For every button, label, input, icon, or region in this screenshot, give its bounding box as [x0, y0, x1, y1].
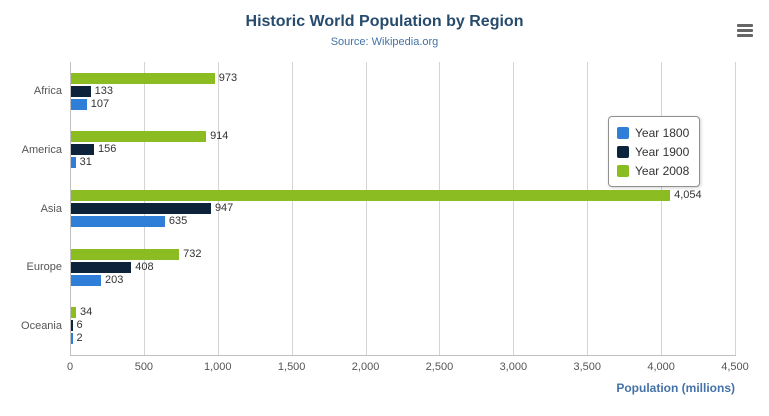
x-tick-label: 1,500 [277, 361, 306, 373]
bar-year-1800-africa[interactable] [71, 98, 87, 110]
bar-year-1900-europe[interactable] [71, 261, 132, 273]
x-tick-label: 2,500 [425, 361, 454, 373]
x-axis-line [70, 355, 736, 356]
gridline [291, 62, 293, 355]
legend-swatch-year-1800 [617, 126, 629, 139]
bar-year-2008-america[interactable] [71, 131, 207, 143]
gridline [365, 62, 367, 355]
chart-title: Historic World Population by Region [245, 13, 524, 30]
x-tick-label: 500 [134, 361, 154, 373]
bar-year-2008-oceania[interactable] [71, 307, 77, 319]
legend-item-year-2008[interactable]: Year 2008 [617, 161, 689, 180]
y-category-label: Asia [40, 202, 62, 215]
y-category-label: Oceania [21, 319, 62, 332]
gridline [587, 62, 589, 355]
bar-value-label: 31 [79, 156, 92, 169]
bar-value-label: 203 [104, 273, 124, 286]
legend-swatch-year-1900 [617, 145, 629, 158]
x-tick-label: 3,500 [573, 361, 601, 373]
bar-value-label: 6 [76, 319, 83, 332]
bar-value-label: 408 [135, 260, 154, 273]
chart-subtitle: Source: Wikipedia.org [330, 36, 439, 48]
bar-year-1900-america[interactable] [71, 144, 95, 156]
gridline [217, 62, 219, 355]
bar-year-2008-asia[interactable] [71, 190, 671, 201]
bar-year-1900-africa[interactable] [71, 85, 91, 97]
bar-value-label: 156 [98, 143, 117, 156]
bar-value-label: 4,054 [674, 189, 702, 201]
x-tick-label: 0 [66, 361, 74, 373]
bar-year-2008-europe[interactable] [71, 248, 180, 260]
bar-value-label: 914 [210, 130, 229, 143]
hamburger-icon[interactable] [737, 24, 753, 38]
bar-value-label: 34 [80, 306, 93, 319]
hamburger-icon-line [737, 24, 753, 27]
x-tick-label: 3,000 [499, 361, 528, 373]
gridline [735, 62, 736, 355]
bar-value-label: 973 [218, 71, 238, 84]
x-tick-label: 4,000 [647, 361, 675, 373]
gridline [513, 62, 515, 355]
bar-year-1800-america[interactable] [71, 157, 76, 169]
y-category-label: America [21, 143, 62, 156]
legend: Year 1800 Year 1900 Year 2008 [608, 116, 701, 187]
bar-year-1900-oceania[interactable] [71, 320, 73, 332]
x-axis-title: Population (millions) [616, 381, 735, 395]
x-tick-label: 1,000 [204, 361, 232, 373]
legend-label: Year 2008 [635, 163, 690, 178]
legend-item-year-1800[interactable]: Year 1800 [617, 123, 689, 142]
bar-year-1900-asia[interactable] [71, 203, 211, 214]
bar-value-label: 133 [94, 84, 113, 97]
gridline [439, 62, 441, 355]
x-tick-label: 2,000 [351, 361, 380, 373]
bar-year-1800-europe[interactable] [71, 274, 101, 286]
bar-value-label: 107 [90, 97, 110, 110]
bar-value-label: 947 [214, 202, 234, 214]
plot-area: 973 133 107 914 156 31 4,054 947 635 732 408 203 34 6… [70, 62, 736, 355]
bar-value-label: 2 [76, 332, 83, 345]
bar-year-2008-africa[interactable] [71, 72, 215, 84]
legend-swatch-year-2008 [617, 164, 629, 177]
bar-year-1800-asia[interactable] [71, 216, 165, 227]
legend-label: Year 1800 [635, 125, 690, 140]
x-tick-label: 4,500 [721, 361, 749, 373]
bar-value-label: 732 [183, 247, 202, 260]
gridline [661, 62, 663, 355]
y-category-label: Africa [33, 85, 62, 98]
y-axis-line [70, 62, 71, 355]
legend-label: Year 1900 [635, 144, 690, 159]
hamburger-icon-line [737, 34, 753, 37]
hamburger-icon-line [737, 29, 753, 32]
bar-value-label: 635 [168, 215, 188, 227]
legend-item-year-1900[interactable]: Year 1900 [617, 142, 689, 161]
bar-year-1800-oceania[interactable] [71, 333, 73, 345]
y-category-label: Europe [26, 261, 62, 274]
